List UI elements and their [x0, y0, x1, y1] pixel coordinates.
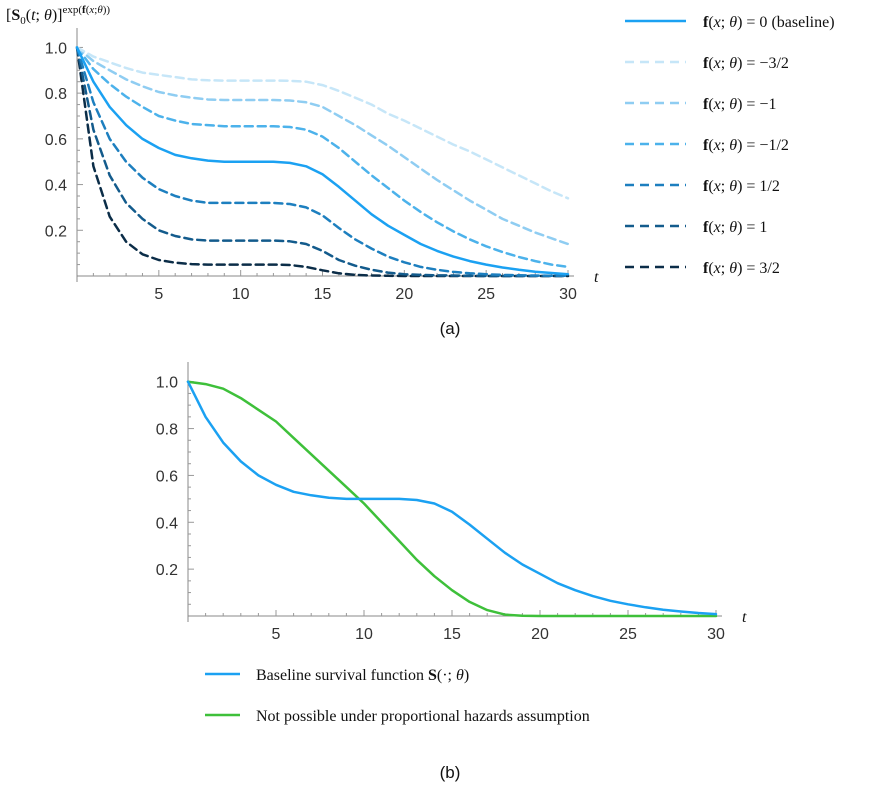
- legend-a-label: f(x; θ) = 1/2: [703, 178, 780, 195]
- legend-a-label: f(x; θ) = −3/2: [703, 55, 789, 72]
- panel-a: 5 10 15 20 25 30 0.2 0.4 0.6 0.8 1.0 t [S0(t; θ)]exp…: [6, 4, 599, 303]
- panel-a-series-line: [75, 46, 570, 278]
- panel-b-series-line: [186, 380, 718, 618]
- panel-a-y-tick-label: 0.2: [45, 223, 67, 240]
- panel-b-x-tick-label: 25: [619, 626, 637, 643]
- panel-b-x-tick-label: 10: [355, 626, 373, 643]
- legend-a-label: f(x; θ) = 3/2: [703, 260, 780, 277]
- panel-a-series-line: [75, 46, 570, 246]
- legend-b-label: Baseline survival function S(·; θ): [256, 667, 469, 684]
- panel-b-series-line: [186, 380, 718, 616]
- panel-a-x-tick-label: 15: [314, 286, 332, 303]
- panel-a-x-tick-label: 10: [232, 286, 250, 303]
- panel-b-y-tick-label: 0.6: [156, 468, 178, 485]
- panel-b-x-tick-label: 30: [707, 626, 725, 643]
- panel-b-y-tick-label: 0.4: [156, 515, 178, 532]
- panel-a-x-tick-label: 25: [477, 286, 495, 303]
- caption-a: (a): [440, 319, 461, 338]
- legend-a: f(x; θ) = 0 (baseline) f(x; θ) = −3/2 f(x;…: [625, 14, 835, 277]
- panel-b-y-tick-label: 0.2: [156, 562, 178, 579]
- legend-a-label: f(x; θ) = −1/2: [703, 137, 789, 154]
- panel-a-series-line: [75, 46, 570, 278]
- panel-a-x-tick-label: 30: [559, 286, 577, 303]
- panel-a-y-tick-label: 0.6: [45, 132, 67, 149]
- panel-a-series-line: [75, 46, 570, 269]
- panel-b-x-axis-label: t: [742, 609, 747, 626]
- panel-a-y-axis-label: [S0(t; θ)]exp(f(x;θ)): [6, 4, 110, 27]
- panel-a-series-line: [75, 46, 570, 276]
- panel-a-y-tick-label: 1.0: [45, 40, 67, 57]
- legend-b: Baseline survival function S(·; θ) Not po…: [205, 667, 590, 725]
- panel-b-x-tick-label: 5: [272, 626, 281, 643]
- legend-a-label: f(x; θ) = −1: [703, 96, 776, 113]
- panel-a-x-tick-label: 5: [154, 286, 163, 303]
- panel-a-x-axis-label: t: [594, 269, 599, 286]
- panel-a-series-line: [75, 46, 570, 200]
- panel-b-x-tick-label: 20: [531, 626, 549, 643]
- legend-a-label: f(x; θ) = 1: [703, 219, 767, 236]
- legend-a-label: f(x; θ) = 0 (baseline): [703, 14, 835, 31]
- panel-b-y-tick-label: 0.8: [156, 422, 178, 439]
- panel-a-x-tick-label: 20: [395, 286, 413, 303]
- caption-b: (b): [440, 763, 461, 782]
- panel-a-y-tick-label: 0.8: [45, 86, 67, 103]
- panel-b-x-tick-label: 15: [443, 626, 461, 643]
- legend-b-label: Not possible under proportional hazards …: [256, 708, 590, 725]
- panel-a-series-line: [75, 46, 570, 278]
- panel-b: 5 10 15 20 25 30 0.2 0.4 0.6 0.8 1.0 t: [156, 362, 747, 643]
- panel-a-y-tick-label: 0.4: [45, 178, 67, 195]
- panel-b-y-tick-label: 1.0: [156, 375, 178, 392]
